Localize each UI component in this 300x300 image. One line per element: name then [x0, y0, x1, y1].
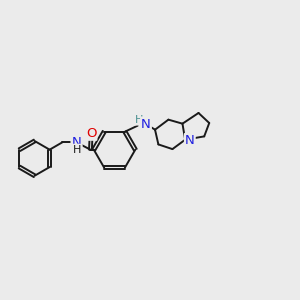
Text: O: O	[86, 127, 96, 140]
Text: H: H	[73, 145, 82, 155]
Text: N: N	[185, 134, 195, 147]
Text: N: N	[141, 118, 151, 130]
Text: N: N	[71, 136, 81, 149]
Text: H: H	[134, 115, 143, 125]
